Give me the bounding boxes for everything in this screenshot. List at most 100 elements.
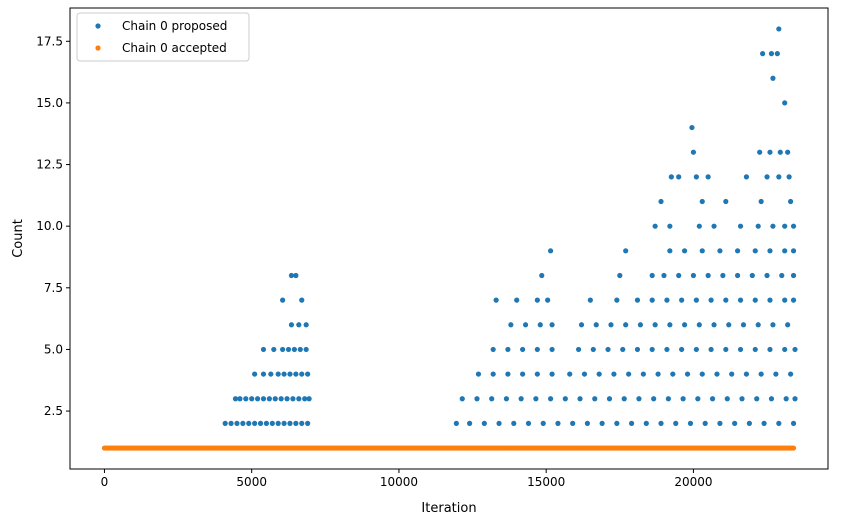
proposed-point xyxy=(605,346,611,353)
proposed-point xyxy=(758,198,764,205)
proposed-point xyxy=(752,346,758,353)
proposed-point xyxy=(679,346,685,353)
plot-frame xyxy=(69,7,829,470)
proposed-point xyxy=(782,297,788,303)
proposed-point xyxy=(575,346,582,353)
proposed-point xyxy=(305,371,311,377)
proposed-point xyxy=(749,272,755,279)
proposed-point xyxy=(459,396,465,402)
proposed-point xyxy=(776,26,782,32)
proposed-point xyxy=(228,420,234,426)
proposed-point xyxy=(655,371,661,377)
proposed-point xyxy=(737,223,744,229)
proposed-point xyxy=(767,248,773,254)
proposed-point xyxy=(711,223,717,229)
proposed-point xyxy=(743,371,750,377)
proposed-point xyxy=(302,396,308,402)
proposed-point xyxy=(643,420,649,426)
proposed-point xyxy=(676,272,682,279)
proposed-point xyxy=(681,322,688,328)
proposed-point xyxy=(790,297,797,303)
proposed-point xyxy=(705,174,711,180)
proposed-point xyxy=(246,420,252,426)
proposed-point xyxy=(752,297,758,303)
proposed-point xyxy=(693,346,699,353)
proposed-point xyxy=(511,420,517,426)
proposed-point xyxy=(549,346,555,353)
proposed-point xyxy=(634,297,641,303)
proposed-point xyxy=(761,420,767,426)
proposed-point xyxy=(737,346,744,353)
proposed-point xyxy=(755,223,761,229)
proposed-point xyxy=(640,371,646,377)
proposed-point xyxy=(668,174,674,180)
proposed-point xyxy=(257,420,264,426)
proposed-point xyxy=(490,346,496,353)
proposed-point xyxy=(679,297,685,303)
proposed-point xyxy=(785,149,791,155)
proposed-point xyxy=(636,396,642,402)
proposed-point xyxy=(676,174,682,180)
proposed-point xyxy=(260,371,267,377)
proposed-point xyxy=(268,371,274,377)
proposed-point xyxy=(520,346,526,353)
proposed-point xyxy=(776,420,782,426)
proposed-point xyxy=(234,420,240,426)
proposed-point xyxy=(743,174,750,180)
proposed-point xyxy=(540,420,546,426)
proposed-point xyxy=(723,346,729,353)
legend-marker xyxy=(95,45,101,51)
proposed-point xyxy=(547,396,554,402)
proposed-point xyxy=(760,51,766,57)
proposed-point xyxy=(570,420,576,426)
proposed-point xyxy=(755,322,761,328)
proposed-point xyxy=(288,322,295,328)
proposed-point xyxy=(305,420,311,426)
points-layer xyxy=(101,26,798,451)
proposed-point xyxy=(496,420,502,426)
y-tick-label: 5.0 xyxy=(44,342,63,356)
x-axis-label: Iteration xyxy=(421,501,476,516)
proposed-point xyxy=(489,396,495,402)
proposed-point xyxy=(520,371,526,377)
proposed-point xyxy=(508,322,514,328)
proposed-point xyxy=(720,272,726,279)
proposed-point xyxy=(729,371,735,377)
proposed-point xyxy=(467,420,473,426)
proposed-point xyxy=(770,322,776,328)
proposed-point xyxy=(792,346,798,353)
proposed-point xyxy=(284,396,290,402)
y-axis-label: Count xyxy=(11,219,26,258)
proposed-point xyxy=(670,371,676,377)
proposed-point xyxy=(739,396,745,402)
proposed-point xyxy=(288,272,295,279)
proposed-point xyxy=(767,346,773,353)
proposed-point xyxy=(599,420,605,426)
proposed-point xyxy=(280,297,286,303)
proposed-point xyxy=(764,174,770,180)
proposed-point xyxy=(590,346,596,353)
proposed-point xyxy=(699,371,705,377)
proposed-point xyxy=(237,396,243,402)
legend-box xyxy=(76,12,250,62)
proposed-point xyxy=(260,346,267,353)
proposed-point xyxy=(299,371,305,377)
ticks-layer: 0 5000 10000 15000 20000 2.5 5.0 7.5 10.0 12.5 15.… xyxy=(36,34,712,489)
proposed-point xyxy=(475,371,482,377)
proposed-point xyxy=(667,248,673,254)
proposed-point xyxy=(785,322,791,328)
proposed-point xyxy=(696,322,702,328)
proposed-point xyxy=(732,420,738,426)
proposed-point xyxy=(547,248,554,254)
proposed-point xyxy=(783,396,789,402)
proposed-point xyxy=(505,371,511,377)
proposed-point xyxy=(734,272,741,279)
proposed-point xyxy=(661,272,667,279)
proposed-point xyxy=(534,371,540,377)
proposed-point xyxy=(275,420,281,426)
proposed-point xyxy=(714,371,720,377)
proposed-point xyxy=(740,322,747,328)
proposed-point xyxy=(667,223,673,229)
proposed-point xyxy=(782,223,788,229)
proposed-point xyxy=(667,322,673,328)
